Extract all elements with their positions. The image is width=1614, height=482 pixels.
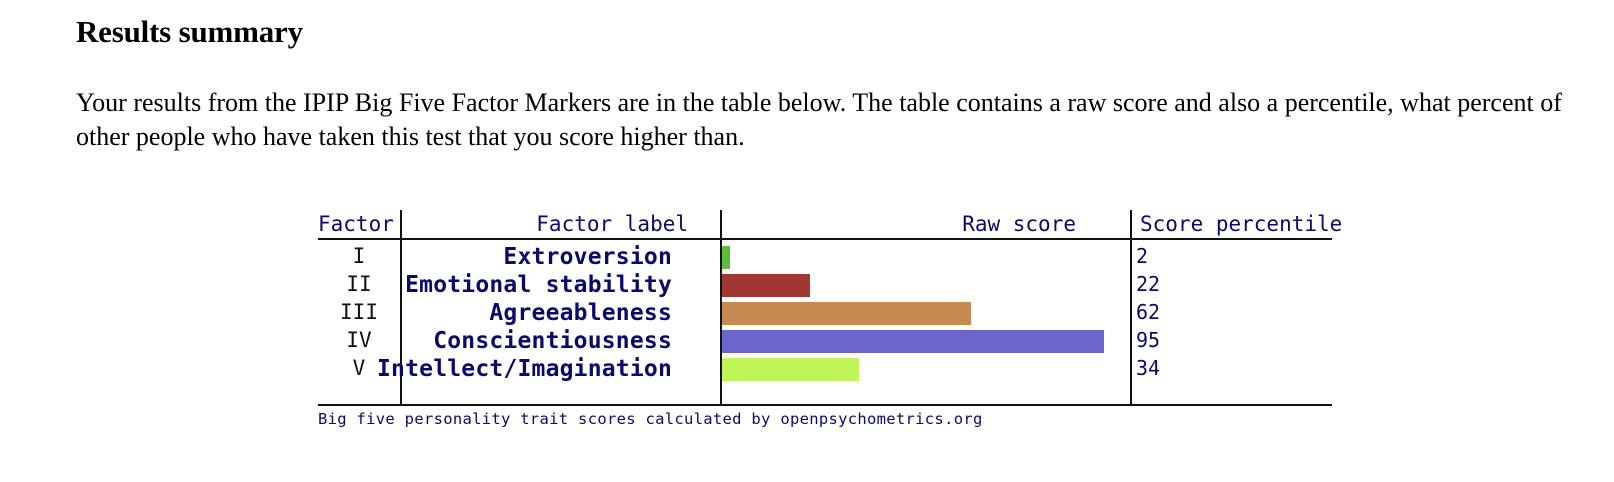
raw-score-column-header: Raw score	[962, 212, 1076, 236]
factor-row: III Agreeableness 62	[318, 300, 1332, 328]
score-percentile-column-header: Score percentile	[1140, 212, 1343, 236]
score-bar	[722, 358, 859, 381]
factor-row: II Emotional stability 22	[318, 272, 1332, 300]
bottom-rule	[318, 404, 1332, 406]
factor-label: Extroversion	[503, 244, 672, 270]
factor-row: IV Conscientiousness 95	[318, 328, 1332, 356]
factor-numeral: III	[340, 300, 378, 324]
score-bar	[722, 246, 730, 269]
factor-label-column-header: Factor label	[536, 212, 688, 236]
factor-row: I Extroversion 2	[318, 244, 1332, 272]
score-percentile-value: 22	[1136, 272, 1161, 296]
factor-column-header: Factor	[318, 212, 394, 236]
column-divider	[400, 210, 402, 406]
column-divider	[1130, 210, 1132, 406]
factor-numeral: IV	[346, 328, 372, 352]
factor-label: Conscientiousness	[433, 328, 672, 354]
score-percentile-value: 2	[1136, 244, 1149, 268]
factor-label: Emotional stability	[405, 272, 672, 298]
score-percentile-value: 62	[1136, 300, 1161, 324]
factor-numeral: I	[352, 244, 366, 268]
column-divider	[720, 210, 722, 406]
score-percentile-value: 34	[1136, 356, 1161, 380]
factor-numeral: II	[346, 272, 372, 296]
factor-row: V Intellect/Imagination 34	[318, 356, 1332, 384]
score-percentile-value: 95	[1136, 328, 1161, 352]
intro-paragraph: Your results from the IPIP Big Five Fact…	[76, 88, 1562, 151]
factor-label: Agreeableness	[489, 300, 672, 326]
score-bar	[722, 274, 810, 297]
page-title: Results summary	[76, 14, 303, 49]
score-bar	[722, 302, 971, 325]
factor-label: Intellect/Imagination	[377, 356, 672, 382]
factor-numeral: V	[352, 356, 366, 380]
big-five-chart: Factor Factor label Raw score Score perc…	[318, 206, 1342, 436]
score-bar	[722, 330, 1104, 353]
chart-caption: Big five personality trait scores calcul…	[318, 410, 983, 428]
header-rule	[318, 238, 1332, 240]
